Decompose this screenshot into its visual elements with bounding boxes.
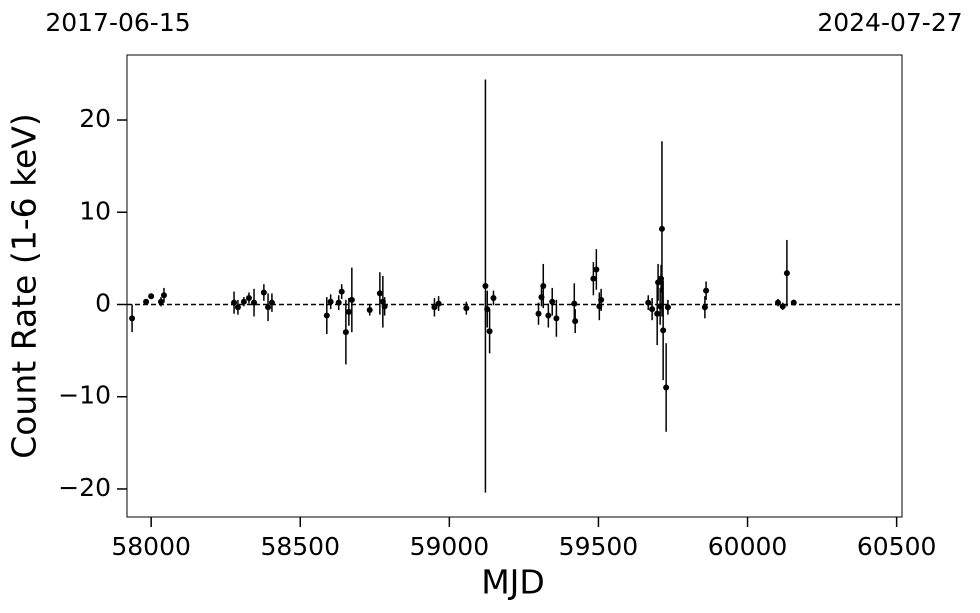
data-point [345,308,352,315]
data-point [240,298,247,305]
x-tick-label: 58500 [260,532,340,561]
data-point [234,304,241,311]
x-axis-label: MJD [481,563,545,602]
data-point [484,306,491,313]
start-date-label: 2017-06-15 [45,8,190,37]
data-point [571,300,578,307]
data-point [381,303,388,310]
data-point [431,304,438,311]
x-tick-label: 60000 [708,532,788,561]
x-tick-label: 59000 [410,532,490,561]
data-point [435,300,442,307]
data-point [790,299,797,306]
x-tick-label: 60500 [857,532,937,561]
data-point [590,275,597,282]
data-point [553,315,560,322]
data-point [783,270,790,277]
data-point [535,310,542,317]
data-point [348,296,355,303]
data-point [540,283,547,290]
data-point [658,225,665,232]
data-point [342,329,349,336]
end-date-label: 2024-07-27 [817,8,962,37]
data-point [323,312,330,319]
y-tick-label: 20 [79,104,111,133]
y-tick-label: −10 [58,381,111,410]
data-point [376,290,383,297]
data-point [143,298,150,305]
data-point [663,384,670,391]
data-point [335,299,342,306]
y-tick-label: 0 [95,288,111,317]
data-point [268,299,275,306]
data-point [231,299,238,306]
x-tick-label: 59500 [559,532,639,561]
data-point [598,296,605,303]
data-point [265,304,272,311]
data-point [645,299,652,306]
data-point [572,318,579,325]
data-point [148,293,155,300]
data-point [660,327,667,334]
data-point [774,299,781,306]
data-point [260,289,267,296]
data-point [160,292,167,299]
x-tick-label: 58000 [111,532,191,561]
data-point [463,305,470,312]
data-point [664,304,671,311]
data-point [649,306,656,313]
plot-area: 58000 58500 59000 59500 60000 60500 −20 −10 0 10 2… [58,79,936,561]
data-point [245,295,252,302]
data-point [251,299,258,306]
data-point [486,328,493,335]
data-point [701,304,708,311]
data-point [654,310,661,317]
y-tick-label: 10 [79,196,111,225]
data-point [545,312,552,319]
y-axis-label: Count Rate (1-6 keV) [5,113,44,459]
data-point [779,303,786,310]
data-point [490,295,497,302]
data-point [366,307,373,314]
data-point [327,298,334,305]
y-tick-label: −20 [58,473,111,502]
data-point [338,288,345,295]
data-point [593,266,600,273]
data-point [549,298,556,305]
data-point [482,283,489,290]
axes-frame [126,54,903,518]
data-point [157,298,164,305]
data-point [703,287,710,294]
data-point [129,315,136,322]
